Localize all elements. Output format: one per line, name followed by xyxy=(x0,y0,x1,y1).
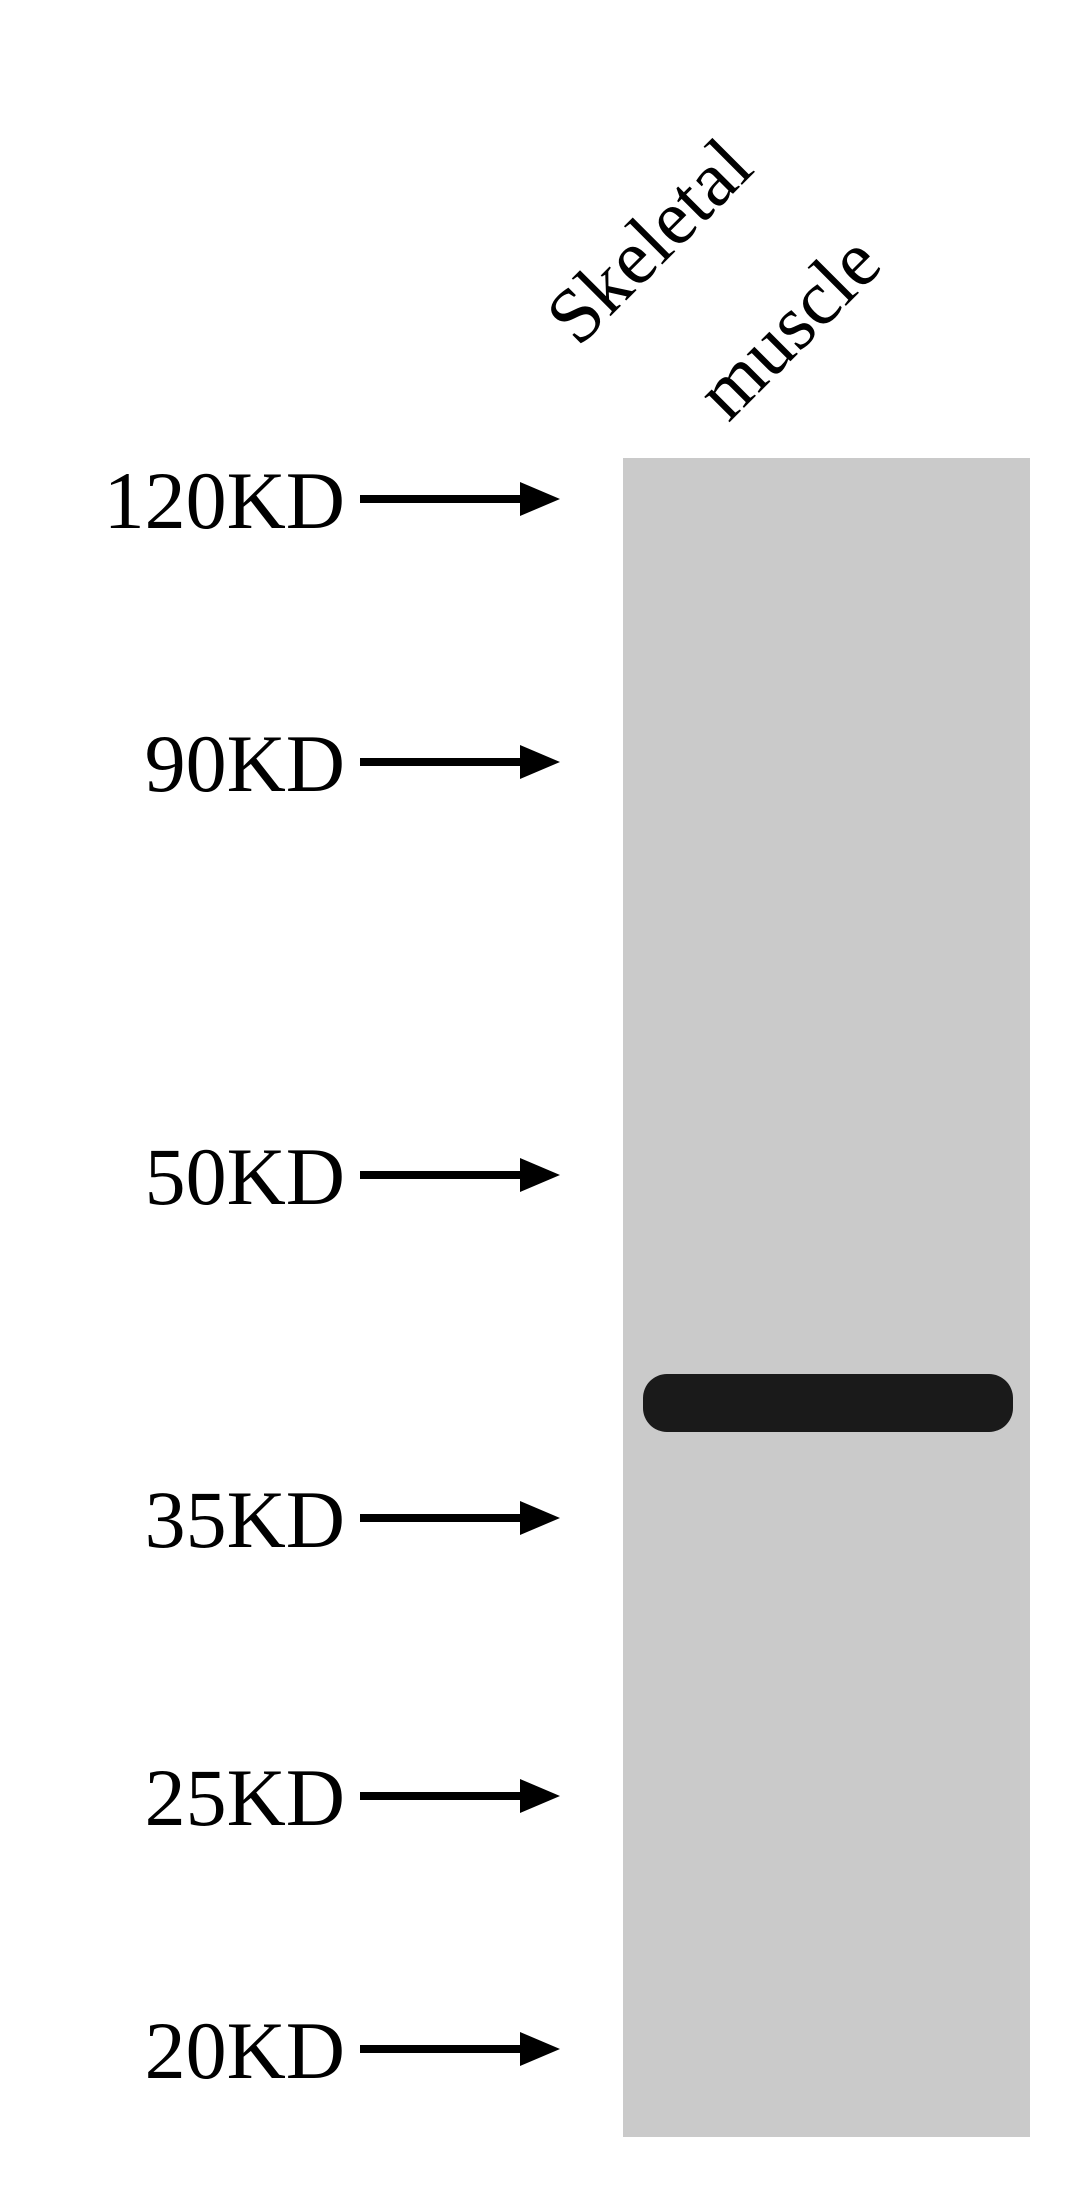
arrow-icon xyxy=(360,1775,560,1822)
arrow-icon xyxy=(360,1497,560,1544)
marker-label: 20KD xyxy=(65,2004,345,2098)
marker-row-0: 120KD xyxy=(65,454,560,548)
arrow-icon xyxy=(360,2028,560,2075)
marker-row-4: 25KD xyxy=(65,1751,560,1845)
lane-label-line2: muscle xyxy=(678,217,898,437)
arrow-icon xyxy=(360,741,560,788)
protein-band xyxy=(643,1374,1013,1432)
marker-label: 35KD xyxy=(65,1473,345,1567)
marker-label: 90KD xyxy=(65,717,345,811)
marker-row-2: 50KD xyxy=(65,1130,560,1224)
arrow-icon xyxy=(360,478,560,525)
marker-label: 120KD xyxy=(65,454,345,548)
western-blot-figure: Skeletal muscle 120KD90KD50KD35KD25KD20K… xyxy=(0,0,1080,2195)
marker-label: 50KD xyxy=(65,1130,345,1224)
marker-row-3: 35KD xyxy=(65,1473,560,1567)
marker-label: 25KD xyxy=(65,1751,345,1845)
marker-row-5: 20KD xyxy=(65,2004,560,2098)
marker-row-1: 90KD xyxy=(65,717,560,811)
blot-lane xyxy=(623,458,1030,2137)
arrow-icon xyxy=(360,1154,560,1201)
